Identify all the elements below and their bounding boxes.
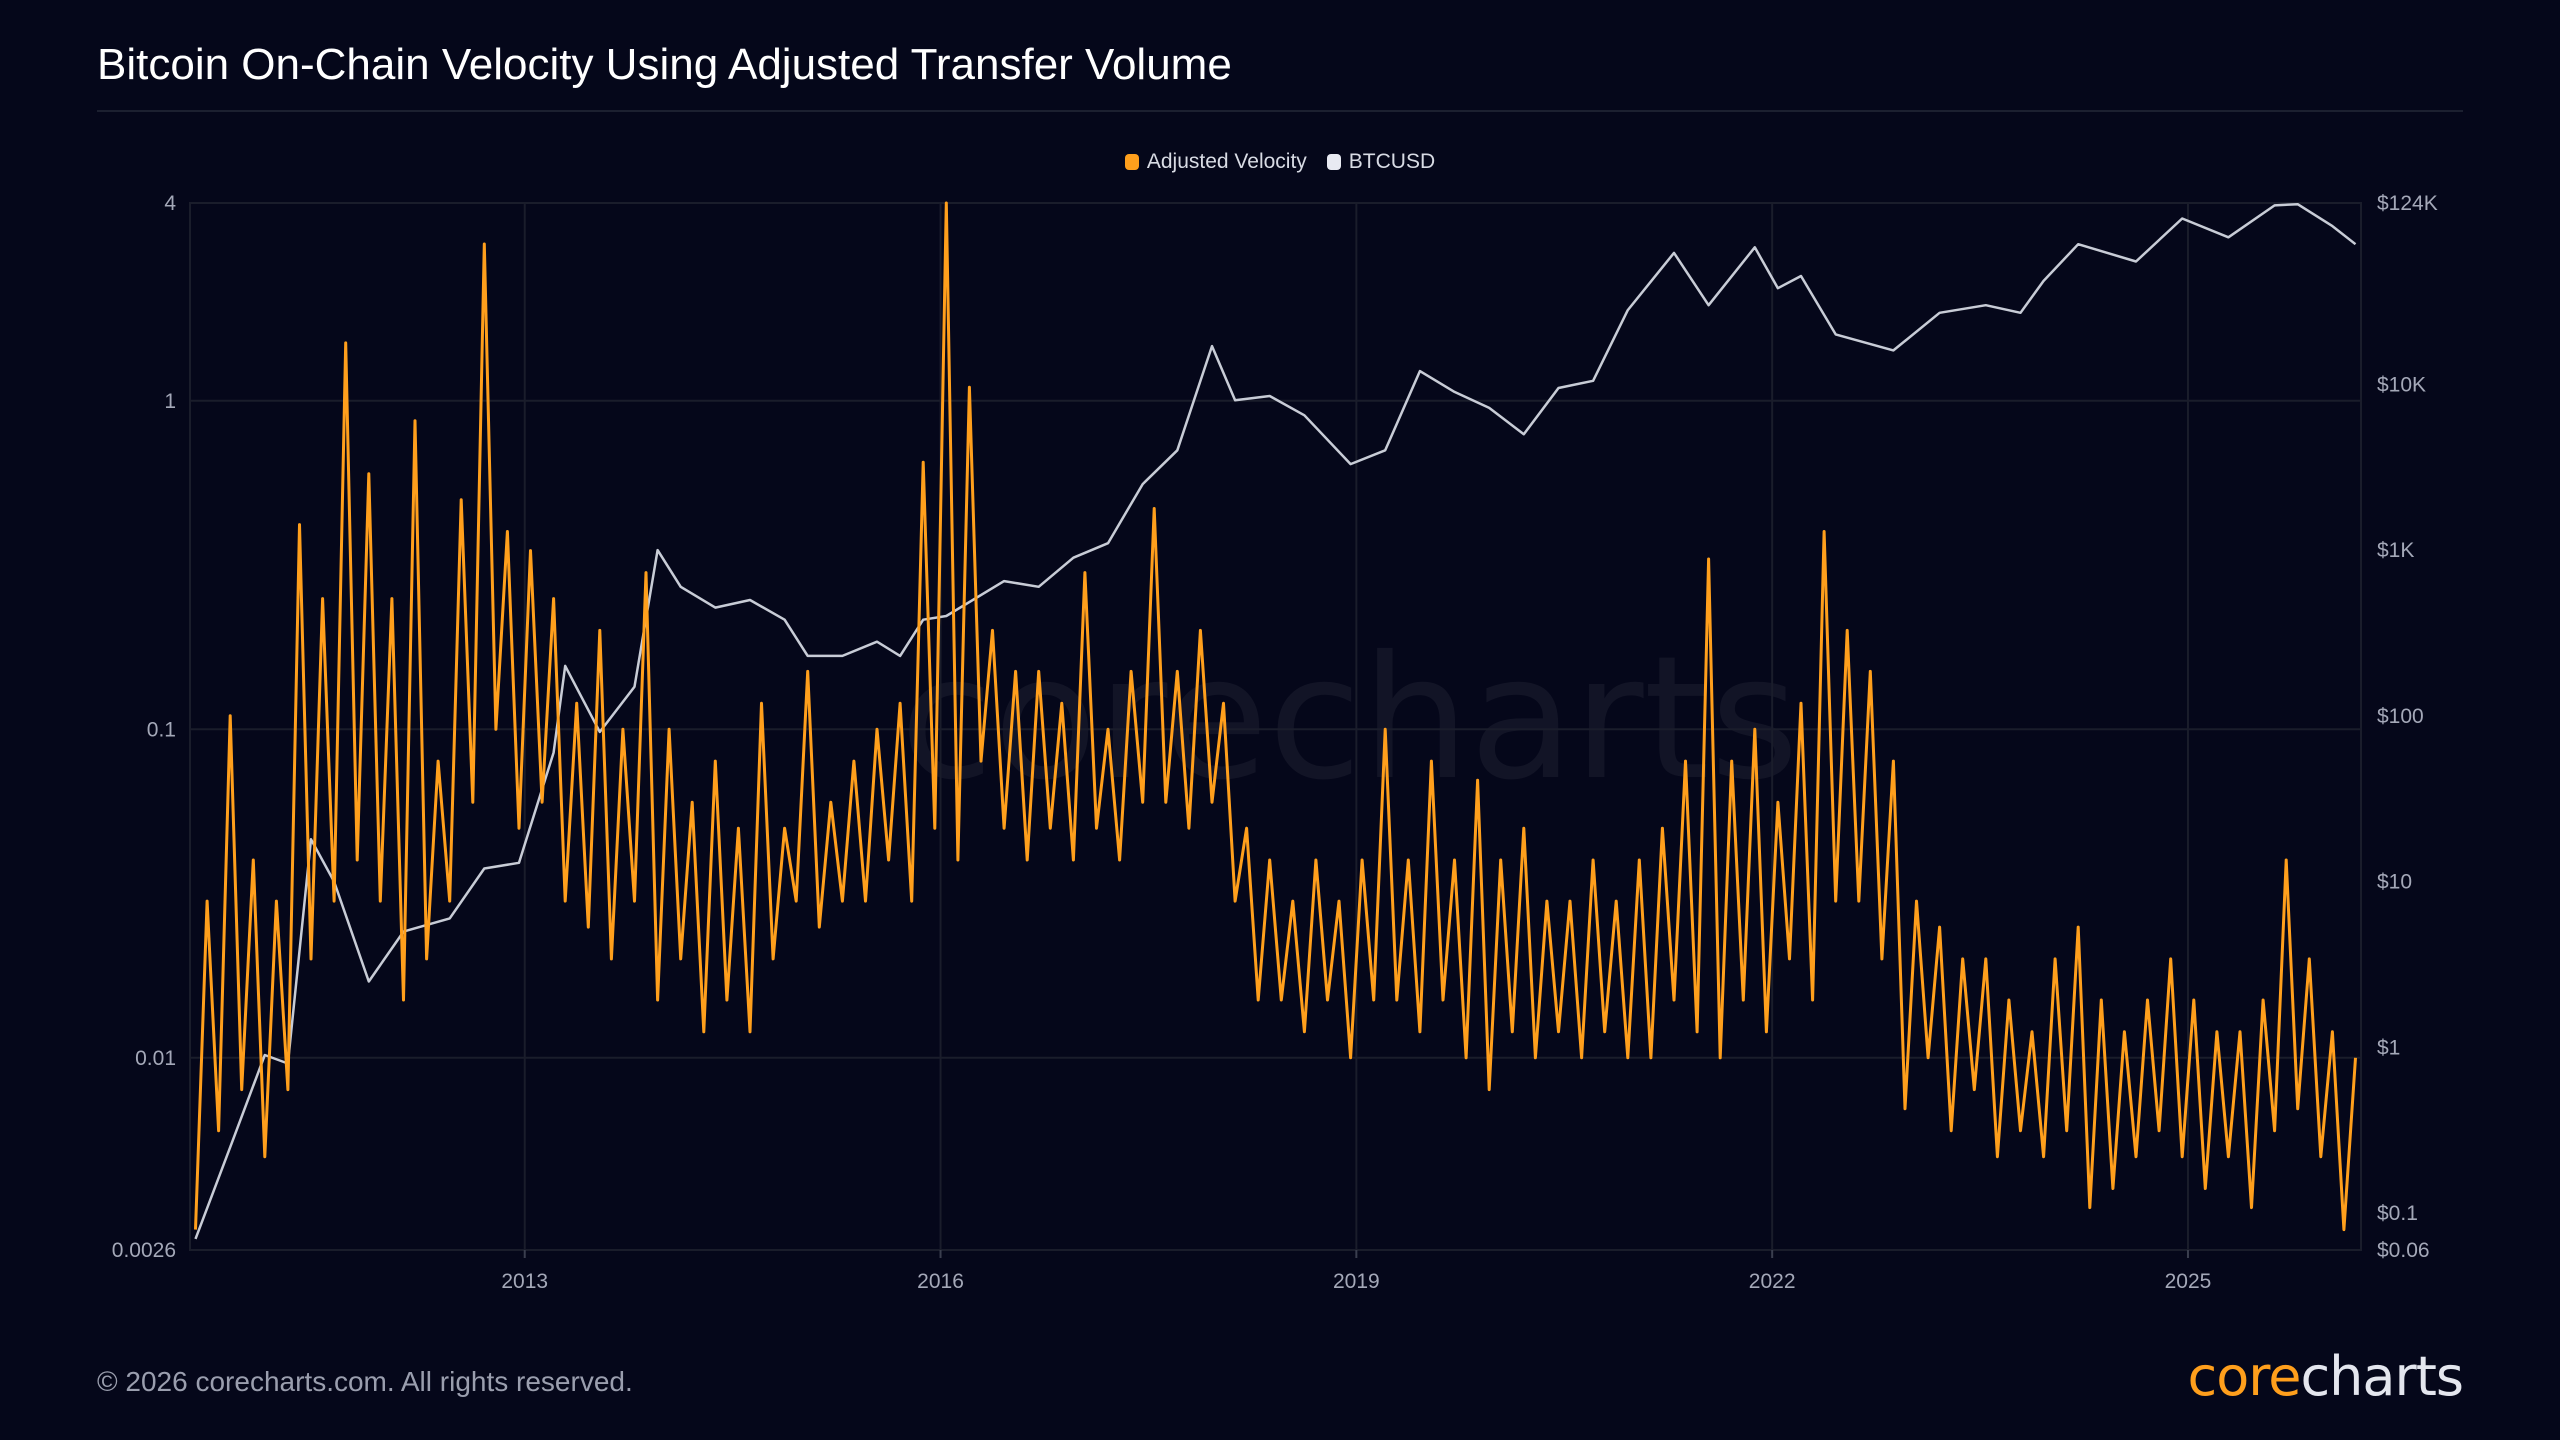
y-right-tick-label: $124K (2377, 192, 2438, 215)
y-right-tick-label: $0.06 (2377, 1239, 2430, 1262)
x-tick-label: 2025 (2165, 1270, 2212, 1293)
legend: Adjusted Velocity BTCUSD (0, 150, 2560, 174)
copyright-footer: © 2026 corecharts.com. All rights reserv… (97, 1366, 633, 1397)
legend-item-btcusd[interactable]: BTCUSD (1326, 150, 1436, 174)
y-right-tick-label: $10 (2377, 871, 2412, 894)
logo-core: core (2187, 1345, 2302, 1408)
plot-border (189, 202, 2362, 1251)
y-right-tick-label: $100 (2377, 705, 2424, 728)
velocity-line (194, 201, 2357, 1232)
y-left-tick-label: 0.0026 (112, 1239, 176, 1262)
y-left-tick-label: 4 (164, 192, 176, 215)
y-right-tick-label: $10K (2377, 373, 2426, 396)
x-tick-label: 2016 (917, 1270, 964, 1293)
legend-swatch-btcusd (1326, 154, 1341, 170)
y-left-tick-label: 0.1 (147, 718, 176, 741)
y-left-tick-label: 0.01 (135, 1047, 176, 1070)
x-tick-label: 2013 (501, 1270, 548, 1293)
legend-label-btcusd: BTCUSD (1348, 150, 1436, 173)
logo-charts: charts (2300, 1345, 2464, 1408)
legend-item-velocity[interactable]: Adjusted Velocity (1124, 150, 1307, 174)
y-right-tick-label: $0.1 (2377, 1202, 2418, 1225)
chart-title: Bitcoin On-Chain Velocity Using Adjusted… (97, 40, 1232, 89)
corecharts-logo[interactable]: corecharts (2187, 1345, 2464, 1408)
watermark: corecharts (900, 620, 1799, 818)
btcusd-line (194, 202, 2357, 1240)
y-left-tick-label: 1 (164, 390, 176, 413)
y-right-tick-label: $1K (2377, 539, 2414, 562)
x-tick-label: 2019 (1333, 1270, 1380, 1293)
y-right-tick-label: $1 (2377, 1036, 2400, 1059)
legend-swatch-velocity (1124, 154, 1139, 170)
title-divider (97, 110, 2463, 112)
legend-label-velocity: Adjusted Velocity (1146, 150, 1307, 173)
x-tick-label: 2022 (1749, 1270, 1796, 1293)
